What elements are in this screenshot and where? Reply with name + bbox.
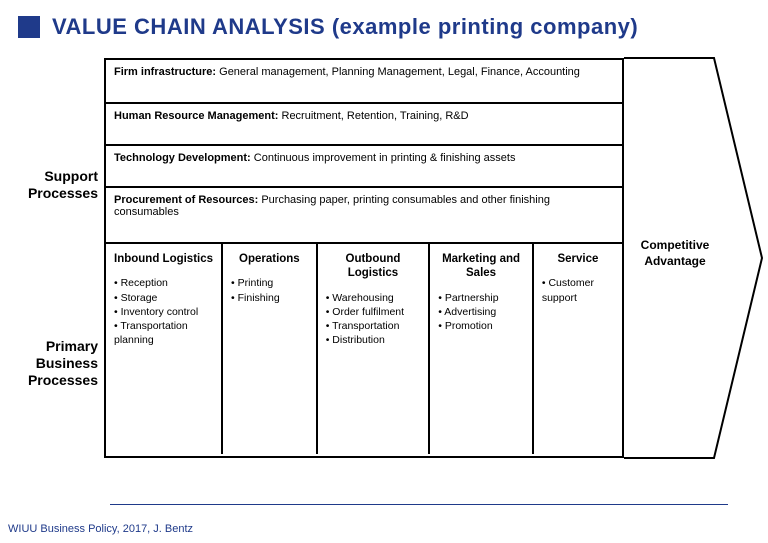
primary-header: Marketing and Sales: [436, 252, 526, 281]
primary-col-inbound: Inbound Logistics Reception Storage Inve…: [106, 244, 223, 454]
list-item: Inventory control: [114, 305, 215, 319]
footer-text: WIUU Business Policy, 2017, J. Bentz: [8, 523, 193, 535]
primary-header: Operations: [229, 252, 310, 266]
support-row-infrastructure: Firm infrastructure: General management,…: [106, 60, 622, 104]
support-processes-label: Support Processes: [16, 168, 98, 202]
primary-list: Printing Finishing: [229, 276, 310, 304]
primary-header: Outbound Logistics: [324, 252, 423, 281]
primary-header: Inbound Logistics: [112, 252, 215, 266]
list-item: Partnership: [438, 291, 526, 305]
support-body: Recruitment, Retention, Training, R&D: [278, 110, 468, 122]
list-item: Order fulfilment: [326, 305, 423, 319]
title-square-icon: [18, 16, 40, 38]
primary-header: Service: [540, 252, 616, 266]
primary-list: Warehousing Order fulfilment Transportat…: [324, 291, 423, 348]
primary-col-service: Service Customer support: [534, 244, 622, 454]
support-header: Procurement of Resources:: [114, 194, 258, 206]
value-chain-table: Firm infrastructure: General management,…: [104, 58, 624, 458]
primary-list: Customer support: [540, 276, 616, 304]
list-item: Reception: [114, 276, 215, 290]
support-header: Human Resource Management:: [114, 110, 278, 122]
support-header: Technology Development:: [114, 152, 251, 164]
support-row-technology: Technology Development: Continuous impro…: [106, 146, 622, 188]
primary-processes-label: Primary Business Processes: [16, 338, 98, 388]
page-title: VALUE CHAIN ANALYSIS (example printing c…: [52, 14, 638, 40]
list-item: Transportation: [326, 319, 423, 333]
support-body: General management, Planning Management,…: [216, 66, 580, 78]
competitive-advantage-label: Competitive Advantage: [630, 238, 720, 269]
support-row-procurement: Procurement of Resources: Purchasing pap…: [106, 188, 622, 244]
competitive-advantage-arrow: Competitive Advantage: [622, 56, 764, 460]
primary-col-operations: Operations Printing Finishing: [223, 244, 318, 454]
primary-col-marketing: Marketing and Sales Partnership Advertis…: [430, 244, 534, 454]
primary-list: Reception Storage Inventory control Tran…: [112, 276, 215, 347]
list-item: Advertising: [438, 305, 526, 319]
support-header: Firm infrastructure:: [114, 66, 216, 78]
list-item: Finishing: [231, 291, 310, 305]
value-chain-diagram: Support Processes Primary Business Proce…: [18, 58, 750, 458]
support-body: Continuous improvement in printing & fin…: [251, 152, 516, 164]
list-item: Promotion: [438, 319, 526, 333]
primary-list: Partnership Advertising Promotion: [436, 291, 526, 334]
list-item: Printing: [231, 276, 310, 290]
primary-col-outbound: Outbound Logistics Warehousing Order ful…: [318, 244, 431, 454]
list-item: Customer support: [542, 276, 616, 304]
list-item: Transportation planning: [114, 319, 215, 347]
primary-row: Inbound Logistics Reception Storage Inve…: [106, 244, 622, 454]
list-item: Warehousing: [326, 291, 423, 305]
title-bar: VALUE CHAIN ANALYSIS (example printing c…: [0, 0, 768, 40]
list-item: Distribution: [326, 333, 423, 347]
footer-divider: [110, 504, 728, 505]
support-row-hrm: Human Resource Management: Recruitment, …: [106, 104, 622, 146]
list-item: Storage: [114, 291, 215, 305]
